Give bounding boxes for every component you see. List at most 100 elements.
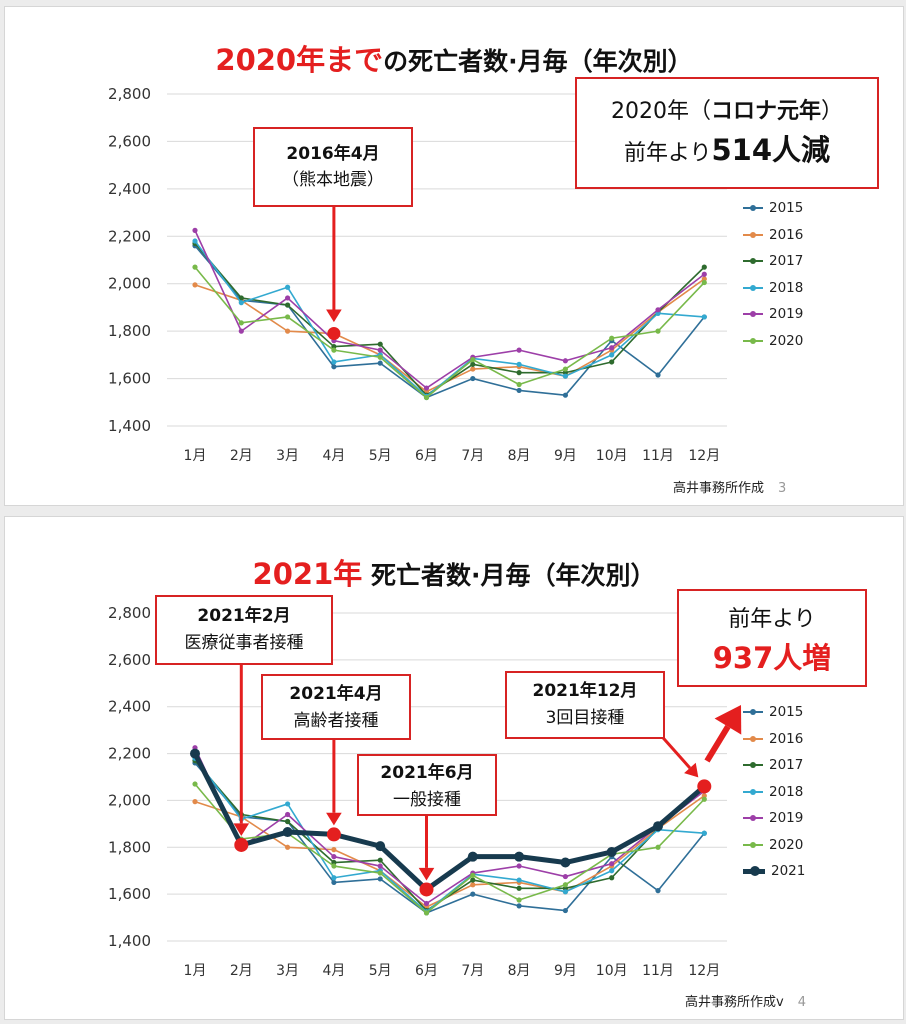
footer-credit: 高井事務所作成v (685, 995, 784, 1010)
slide1-title: 2020年までの死亡者数·月毎（年次別） (5, 37, 903, 79)
data-point-2015 (516, 387, 522, 394)
x-tick-label: 10月 (596, 448, 628, 464)
legend-label: 2017 (769, 253, 804, 270)
y-tick-label: 2,600 (108, 651, 151, 669)
data-point-2021 (190, 748, 200, 759)
data-point-2015 (377, 360, 383, 366)
data-point-2020 (423, 910, 430, 916)
slide1-footer: 高井事務所作成 3 (673, 477, 786, 496)
x-tick-label: 9月 (554, 448, 577, 464)
data-point-2018 (238, 300, 244, 306)
data-point-2019 (377, 863, 383, 869)
data-point-2020 (377, 354, 383, 360)
callout-date: 2021年2月 (197, 606, 291, 626)
data-point-2017 (562, 370, 569, 376)
callout-date: 2021年4月 (289, 684, 383, 704)
page-number: 4 (797, 995, 806, 1010)
y-tick-label: 2,400 (108, 180, 151, 198)
data-point-2018 (562, 889, 569, 895)
slide2-title-text: 死亡者数·月毎（年次別） (362, 561, 656, 590)
data-point-2020 (516, 381, 522, 388)
x-tick-label: 12月 (688, 448, 720, 464)
data-point-2020 (285, 314, 291, 320)
data-point-2018 (516, 361, 522, 367)
data-point-2019 (609, 861, 615, 867)
y-tick-label: 1,800 (108, 838, 151, 856)
callout-event: 高齢者接種 (293, 711, 379, 731)
x-tick-label: 11月 (642, 963, 674, 979)
legend-swatch (743, 762, 763, 769)
x-tick-label: 6月 (415, 448, 438, 464)
data-point-2016 (192, 799, 198, 805)
x-tick-label: 7月 (461, 963, 484, 979)
legend-label: 2021 (771, 863, 806, 880)
slide-2020: 1,400 1,600 1,800 2,000 2,200 2,400 2,600 2,800… (4, 6, 904, 506)
y-tick-label: 1,800 (108, 322, 151, 340)
callout-date: 2021年6月 (380, 763, 474, 783)
x-tick-label: 9月 (554, 963, 577, 979)
data-point-2019 (516, 863, 522, 869)
data-point-2018 (701, 314, 707, 320)
data-point-2020 (470, 872, 476, 878)
data-point-2019 (192, 227, 198, 233)
data-point-2020 (609, 335, 615, 341)
data-point-2015 (331, 364, 337, 370)
data-point-2017 (516, 885, 522, 891)
slide1-notice-box: 2020年（コロナ元年） 前年より514人減 (575, 77, 879, 189)
legend-label: 2015 (769, 704, 804, 721)
legend-item-2017: 2017 (743, 752, 805, 779)
data-point-2015 (562, 907, 569, 914)
y-tick-label: 1,600 (108, 370, 151, 388)
notice-value: 514人減 (711, 133, 831, 167)
legend-label: 2016 (769, 226, 804, 243)
data-point-2017 (285, 818, 291, 825)
data-point-2016 (285, 844, 291, 850)
callout-event: 医療従事者接種 (184, 633, 304, 653)
data-point-2018 (285, 284, 291, 290)
data-point-2019 (285, 295, 291, 301)
apr-marker (326, 827, 341, 842)
feb-marker (234, 837, 249, 852)
legend-item-2015: 2015 (743, 195, 803, 222)
data-point-2018 (609, 868, 615, 874)
callout-event: 一般接種 (393, 790, 461, 810)
data-point-2017 (516, 370, 522, 376)
data-point-2016 (285, 328, 291, 334)
legend-swatch (743, 865, 765, 876)
data-point-2015 (470, 891, 476, 897)
y-tick-label: 1,400 (108, 417, 151, 435)
x-tick-label: 11月 (642, 448, 674, 464)
data-point-2015 (470, 375, 476, 382)
data-point-2018 (285, 801, 291, 807)
data-point-2020 (423, 394, 430, 401)
legend-item-2020: 2020 (743, 832, 805, 859)
data-point-2021 (282, 827, 293, 838)
x-tick-label: 8月 (508, 963, 531, 979)
data-point-2019 (423, 385, 430, 391)
data-point-2016 (470, 366, 476, 372)
slide1-notice-line1: 2020年（コロナ元年） (577, 93, 877, 131)
data-point-2015 (562, 392, 569, 398)
chart-2021: 1,400 1,600 1,800 2,000 2,200 2,400 2,600 2,800… (108, 604, 742, 979)
legend-swatch (743, 788, 763, 795)
legend-swatch (743, 284, 763, 291)
series-line-2019 (194, 230, 705, 389)
data-point-2020 (655, 328, 661, 334)
legend-item-2018: 2018 (743, 779, 805, 806)
slide-2021: 1,400 1,600 1,800 2,000 2,200 2,400 2,600 2,800… (4, 516, 904, 1020)
data-point-2020 (655, 844, 661, 850)
legend-2020: 2015 2016 2017 2018 2019 2020 (743, 195, 803, 354)
data-point-2016 (331, 847, 337, 853)
legend-item-2020: 2020 (743, 328, 803, 355)
x-tick-label: 2月 (230, 448, 253, 464)
slide2-title: 2021年 死亡者数·月毎（年次別） (5, 551, 903, 593)
data-point-2018 (516, 877, 522, 883)
jun-arrow-head (418, 867, 435, 881)
legend-2021: 2015 2016 2017 2018 2019 2020 2021 (743, 699, 805, 885)
slide2-notice-value: 937人増 (712, 641, 832, 675)
data-point-2020 (470, 357, 476, 363)
data-point-2018 (331, 359, 337, 365)
data-point-2017 (609, 359, 615, 365)
legend-swatch (743, 815, 763, 822)
data-point-2020 (377, 870, 383, 876)
